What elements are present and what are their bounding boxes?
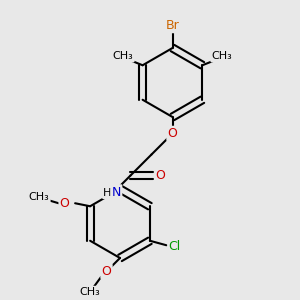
- Text: O: O: [102, 265, 111, 278]
- Text: CH₃: CH₃: [29, 192, 50, 202]
- Text: O: O: [168, 127, 177, 140]
- Text: CH₃: CH₃: [212, 51, 232, 61]
- Text: O: O: [156, 169, 165, 182]
- Text: Br: Br: [166, 19, 179, 32]
- Text: CH₃: CH₃: [80, 287, 100, 297]
- Text: O: O: [60, 197, 70, 210]
- Text: CH₃: CH₃: [113, 51, 134, 61]
- Text: N: N: [112, 185, 121, 199]
- Text: Cl: Cl: [169, 240, 181, 253]
- Text: H: H: [103, 188, 112, 198]
